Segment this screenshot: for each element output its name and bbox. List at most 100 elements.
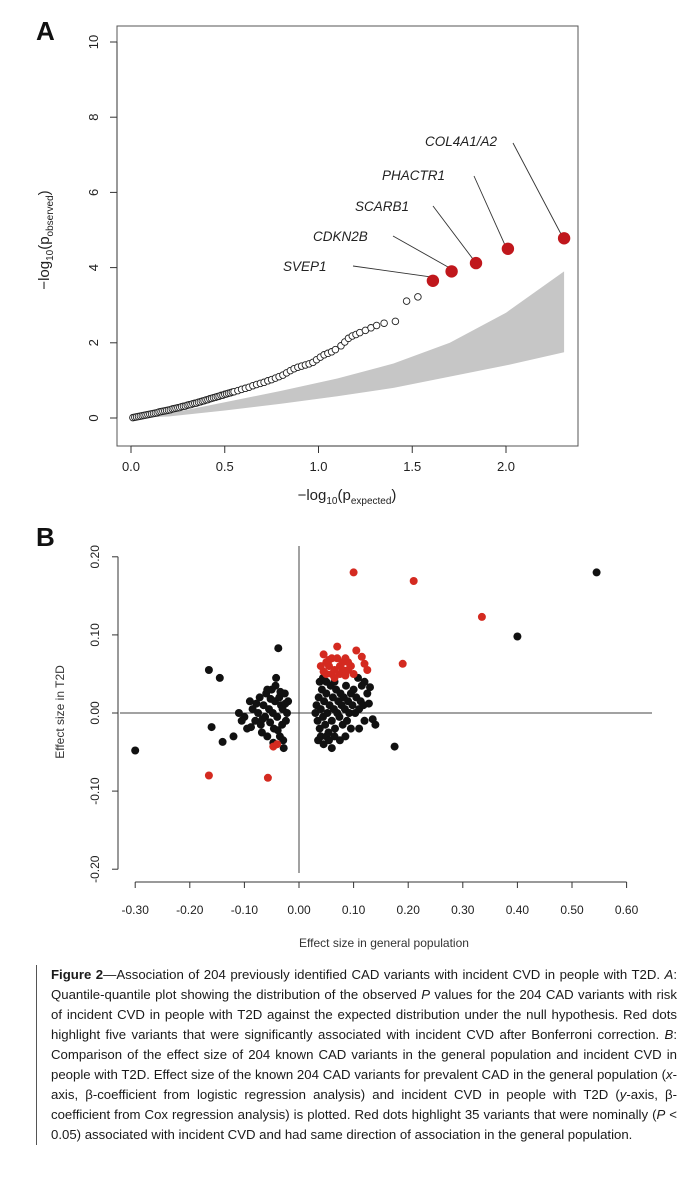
y-tick-label: 10 <box>86 35 101 49</box>
panel-a-x-axis: 0.0 0.5 1.0 1.5 2.0 <box>122 445 515 474</box>
black-point <box>371 720 380 729</box>
y-tick-label: 8 <box>86 114 101 121</box>
red-point <box>204 771 213 780</box>
red-point <box>333 642 342 651</box>
y-tick-label: 0.20 <box>88 545 102 569</box>
observed-point <box>391 317 400 326</box>
significant-point <box>426 274 440 287</box>
gene-label: SCARB1 <box>355 199 409 214</box>
x-tick-label: 0.60 <box>615 903 639 917</box>
black-point <box>281 716 290 725</box>
black-point <box>366 683 374 692</box>
black-point <box>279 744 288 753</box>
confidence-band-area <box>131 271 565 418</box>
gene-leader-line <box>473 175 506 245</box>
panel-a-y-axis: 0 2 4 6 8 10 <box>86 35 118 422</box>
black-point <box>343 716 351 725</box>
black-point <box>331 724 339 733</box>
red-point <box>344 658 353 667</box>
panel-b-axes: -0.30 -0.20 -0.10 0.00 0.10 0.20 0.30 0.40 0.50 0… <box>88 545 652 917</box>
black-point <box>273 726 282 735</box>
black-point <box>592 568 601 577</box>
confidence-band <box>131 271 565 418</box>
black-point <box>247 723 255 732</box>
red-point <box>398 659 407 668</box>
x-tick-label: -0.20 <box>176 903 204 917</box>
black-point <box>258 715 267 724</box>
panel-a-y-axis-label: −log10(pobserved) <box>36 190 56 289</box>
black-point <box>390 742 399 751</box>
red-point <box>319 650 328 659</box>
x-tick-label: -0.30 <box>122 903 150 917</box>
significant-points: SVEP1 CDKN2B SCARB1 PHACTR1 COL4A1/A2 <box>283 134 571 287</box>
gene-label: CDKN2B <box>313 229 368 244</box>
black-point <box>254 709 263 717</box>
red-point <box>273 740 282 749</box>
black-point <box>204 666 213 674</box>
black-point <box>273 712 282 721</box>
red-point <box>316 662 325 671</box>
black-point <box>363 689 372 698</box>
black-point <box>316 732 325 741</box>
x-tick-label: 2.0 <box>497 459 515 474</box>
caption-y-italic: y <box>619 1087 627 1102</box>
observed-points <box>129 293 422 422</box>
significant-point <box>557 232 571 245</box>
caption-x-italic: x <box>666 1067 673 1082</box>
red-point <box>409 577 418 585</box>
black-point <box>360 677 369 686</box>
black-point <box>215 673 224 682</box>
significant-point <box>445 265 458 278</box>
x-tick-label: -0.10 <box>231 903 259 917</box>
panel-a-letter: A <box>36 16 55 46</box>
red-point <box>349 670 358 678</box>
y-tick-label: -0.20 <box>88 855 102 883</box>
black-point <box>266 718 275 727</box>
red-point <box>322 670 331 678</box>
caption-figure-label: Figure 2 <box>51 967 104 982</box>
y-tick-label: 6 <box>86 189 101 196</box>
gene-leader-line <box>392 235 449 268</box>
significant-point <box>469 256 483 270</box>
black-point <box>322 689 331 698</box>
gene-label: PHACTR1 <box>382 168 445 183</box>
black-point <box>355 724 364 733</box>
caption-p-italic-2: P <box>656 1107 666 1122</box>
gene-label: COL4A1/A2 <box>425 134 498 149</box>
black-point <box>327 716 336 725</box>
red-point <box>357 652 366 661</box>
x-tick-label: 0.10 <box>342 903 366 917</box>
panel-b-x-axis-label: Effect size in general population <box>299 936 469 950</box>
gene-leader-line <box>512 142 562 235</box>
black-point <box>281 699 290 708</box>
red-point <box>363 666 372 674</box>
panel-b-y-axis-label: Effect size in T2D <box>53 665 67 759</box>
black-point <box>274 644 283 653</box>
black-point <box>266 694 275 703</box>
black-point <box>335 712 344 721</box>
x-tick-label: 1.0 <box>309 459 327 474</box>
black-point <box>255 693 264 702</box>
black-point <box>342 681 350 690</box>
caption-text-3: values for the 204 CAD variants with ris… <box>51 987 677 1042</box>
black-point <box>229 732 238 741</box>
x-tick-label: 0.0 <box>122 459 140 474</box>
y-tick-label: 0 <box>86 414 101 421</box>
gene-leader-line <box>352 265 430 278</box>
black-points <box>131 568 601 755</box>
caption-text-7: < 0.05) associated with incident CVD and… <box>51 1107 677 1142</box>
black-point <box>349 685 358 694</box>
black-point <box>364 699 373 708</box>
black-point <box>513 632 522 641</box>
caption-p-italic-1: P <box>421 987 430 1002</box>
black-point <box>322 677 331 686</box>
panel-b-letter: B <box>36 522 55 552</box>
black-point <box>207 723 216 732</box>
red-point <box>352 646 361 655</box>
black-point <box>263 732 272 741</box>
x-tick-label: 0.40 <box>506 903 530 917</box>
figure-caption: Figure 2—Association of 204 previously i… <box>36 965 677 1145</box>
significant-point <box>501 242 515 255</box>
black-point <box>327 744 336 753</box>
red-point <box>263 773 272 782</box>
